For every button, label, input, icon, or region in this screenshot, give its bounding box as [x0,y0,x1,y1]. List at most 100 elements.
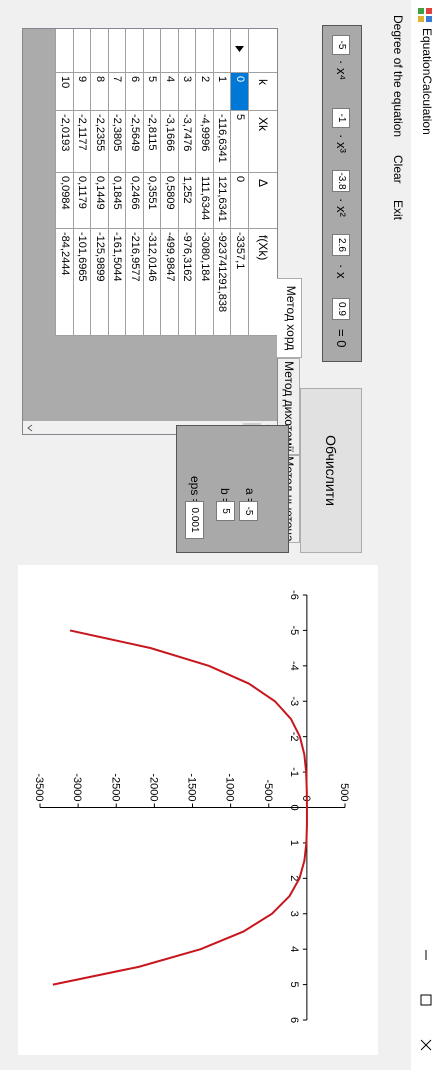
current-row-indicator [235,46,244,52]
table-cell[interactable]: -4,9996 [195,111,213,173]
table-cell[interactable]: -499,9847 [160,229,178,336]
row-header[interactable] [160,29,178,73]
row-header[interactable] [230,29,248,73]
row-header[interactable] [213,29,231,73]
menu-item[interactable]: Clear [391,155,405,184]
y-tick-label: -3500 [33,773,45,801]
table-cell[interactable]: -216,9577 [125,229,143,336]
table-cell[interactable]: 0 [230,73,248,111]
coefficient-input[interactable]: -3.8 [332,170,350,192]
column-header[interactable]: Δ [248,173,277,229]
app-icon [418,8,432,22]
coefficient-input[interactable]: 2.6 [332,234,350,256]
y-tick-label: -3000 [71,773,83,801]
table-cell[interactable]: -3,7476 [178,111,196,173]
x-tick-label: 2 [288,875,300,881]
table-cell[interactable]: -976,3162 [178,229,196,336]
table-cell[interactable]: 4 [160,73,178,111]
params-panel: a = -5 b = 5 eps = 0.001 [176,425,289,553]
table-cell[interactable]: -2,1177 [73,111,91,173]
table-cell[interactable]: 0 [230,173,248,229]
y-tick-label: -1500 [186,773,198,801]
table-cell[interactable]: 1,252 [178,173,196,229]
table-cell[interactable]: -312,0146 [143,229,161,336]
calculate-button[interactable]: Обчислити [300,388,362,553]
table-cell[interactable]: -161,5044 [108,229,126,336]
window-controls[interactable] [411,940,441,1070]
table-cell[interactable]: -923741291,838 [213,229,231,336]
x-tick-label: 1 [288,840,300,846]
table-cell[interactable]: -125,9899 [90,229,108,336]
equation-panel: -5 · x⁴ -1 · x³ -3.8 · x² 2.6 · x 0.9 = … [322,25,362,362]
table-cell[interactable]: 9 [73,73,91,111]
x-tick-label: 6 [288,1017,300,1023]
x-tick-label: 3 [288,911,300,917]
row-header[interactable] [178,29,196,73]
tab[interactable]: Метод хорд [277,278,302,358]
row-header[interactable] [108,29,126,73]
row-header[interactable] [143,29,161,73]
table-cell[interactable]: 0,1449 [90,173,108,229]
table-cell[interactable]: 3 [178,73,196,111]
table-cell[interactable]: 10 [55,73,73,111]
term: · x³ [334,134,349,153]
table-cell[interactable]: -84,2444 [55,229,73,336]
menu-item[interactable]: Exit [391,200,405,221]
menu-item[interactable]: Degree of the equation [391,15,405,138]
table-cell[interactable]: -2,2355 [90,111,108,173]
table-cell[interactable]: -116,6341 [213,111,231,173]
column-header[interactable]: Xk [248,111,277,173]
row-header-corner [248,29,277,73]
coefficient-input[interactable]: -1 [332,108,350,128]
x-tick-label: 4 [288,946,300,952]
table-cell[interactable]: -2,0193 [55,111,73,173]
param-input[interactable]: -5 [239,501,258,521]
coefficient-input[interactable]: 0.9 [332,298,350,320]
table-cell[interactable]: 7 [108,73,126,111]
table-cell[interactable]: -3357,1 [230,229,248,336]
x-tick-label: -3 [288,696,300,706]
table-cell[interactable]: 0,1845 [108,173,126,229]
x-tick-label: -1 [288,767,300,777]
term: · x⁴ [334,60,349,81]
param-input[interactable]: 0.001 [185,501,204,539]
term: · x [334,264,349,279]
table-cell[interactable]: 6 [125,73,143,111]
table-cell[interactable]: -2,3805 [108,111,126,173]
x-tick-label: -6 [288,590,300,600]
table-cell[interactable]: 0,3551 [143,173,161,229]
y-tick-label: -1000 [224,773,236,801]
column-header[interactable]: f(Xk) [248,229,277,336]
table-cell[interactable]: 2 [195,73,213,111]
table-cell[interactable]: -3080,184 [195,229,213,336]
title-bar [411,0,441,1070]
table-cell[interactable]: 0,1179 [73,173,91,229]
table-cell[interactable]: -101,6965 [73,229,91,336]
table-cell[interactable]: 0,5809 [160,173,178,229]
y-tick-label: -2000 [147,773,159,801]
row-header[interactable] [55,29,73,73]
table-cell[interactable]: 8 [90,73,108,111]
table-cell[interactable]: 121,6341 [213,173,231,229]
table-cell[interactable]: 0,0984 [55,173,73,229]
param-input[interactable]: 5 [216,501,235,521]
row-header[interactable] [195,29,213,73]
column-header[interactable]: k [248,73,277,111]
table-cell[interactable]: 0,2466 [125,173,143,229]
row-header[interactable] [90,29,108,73]
table-cell[interactable]: -3,1666 [160,111,178,173]
table-cell[interactable]: 111,6344 [195,173,213,229]
table-cell[interactable]: -2,8115 [143,111,161,173]
table-cell[interactable]: 1 [213,73,231,111]
x-tick-label: -4 [288,661,300,671]
table-cell[interactable]: -2,5649 [125,111,143,173]
table-cell[interactable]: 5 [143,73,161,111]
y-tick-label: -2500 [109,773,121,801]
table-cell[interactable]: 5 [230,111,248,173]
row-header[interactable] [73,29,91,73]
coefficient-input[interactable]: -5 [332,35,350,55]
x-tick-label: 0 [288,804,300,810]
row-header[interactable] [125,29,143,73]
